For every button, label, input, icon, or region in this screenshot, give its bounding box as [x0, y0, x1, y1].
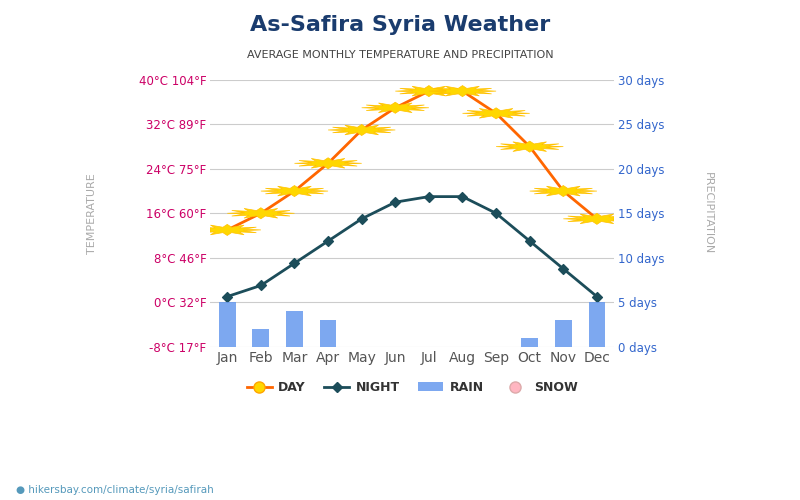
Polygon shape [294, 158, 362, 169]
Point [590, 292, 603, 300]
Point [557, 265, 570, 273]
Polygon shape [530, 186, 597, 196]
Point [523, 237, 536, 245]
Polygon shape [328, 124, 395, 136]
Bar [522, 338, 538, 346]
Polygon shape [362, 102, 429, 114]
Polygon shape [261, 186, 328, 196]
Polygon shape [563, 214, 630, 224]
Point [490, 210, 502, 218]
Point [389, 198, 402, 206]
Bar [219, 302, 236, 346]
Point [254, 282, 267, 290]
Legend: DAY, NIGHT, RAIN, SNOW: DAY, NIGHT, RAIN, SNOW [242, 376, 582, 399]
Polygon shape [429, 86, 496, 96]
Bar [253, 329, 270, 346]
Polygon shape [194, 224, 261, 235]
Bar [589, 302, 606, 346]
Y-axis label: TEMPERATURE: TEMPERATURE [87, 173, 97, 254]
Point [456, 192, 469, 200]
Bar [320, 320, 337, 346]
Bar [286, 311, 303, 346]
Polygon shape [395, 86, 462, 96]
Polygon shape [462, 108, 530, 119]
Text: AVERAGE MONTHLY TEMPERATURE AND PRECIPITATION: AVERAGE MONTHLY TEMPERATURE AND PRECIPIT… [246, 50, 554, 60]
Point [221, 292, 234, 300]
Text: As-Safira Syria Weather: As-Safira Syria Weather [250, 15, 550, 35]
Polygon shape [496, 141, 563, 152]
Point [288, 260, 301, 268]
Text: ● hikersbay.com/climate/syria/safirah: ● hikersbay.com/climate/syria/safirah [16, 485, 214, 495]
Point [322, 237, 334, 245]
Y-axis label: PRECIPITATION: PRECIPITATION [703, 172, 713, 254]
Bar [555, 320, 572, 346]
Point [422, 192, 435, 200]
Point [355, 215, 368, 223]
Polygon shape [227, 208, 294, 219]
